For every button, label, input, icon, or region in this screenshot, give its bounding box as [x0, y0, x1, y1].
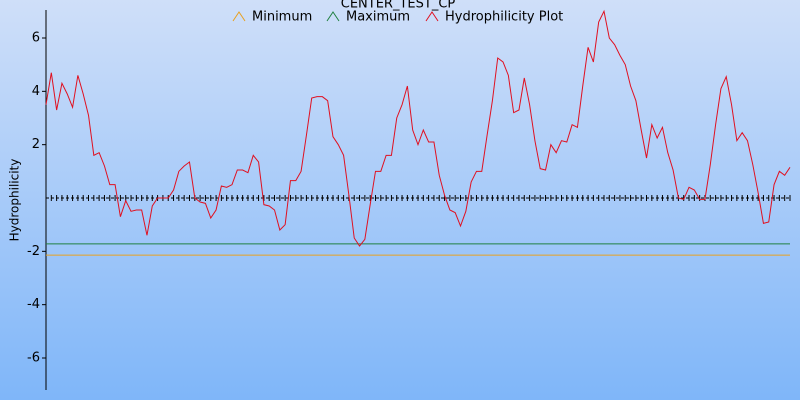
legend-icon — [326, 11, 340, 22]
legend-icon — [425, 11, 439, 22]
y-tick-label: -4 — [27, 297, 40, 312]
legend-icon — [232, 11, 246, 22]
legend-label: Maximum — [346, 10, 410, 25]
chart-title: CENTER_TEST_CP — [341, 0, 456, 12]
legend-label: Minimum — [252, 10, 312, 25]
y-tick-label: 4 — [32, 84, 40, 99]
series-line — [45, 9, 791, 247]
legend-label: Hydrophilicity Plot — [445, 10, 563, 25]
y-tick-label: -2 — [27, 244, 40, 259]
y-tick-label: 2 — [32, 137, 40, 152]
y-axis-label: Hydrophilicity — [8, 159, 22, 242]
y-tick-label: -6 — [27, 351, 40, 366]
y-tick-label: 6 — [32, 31, 40, 46]
